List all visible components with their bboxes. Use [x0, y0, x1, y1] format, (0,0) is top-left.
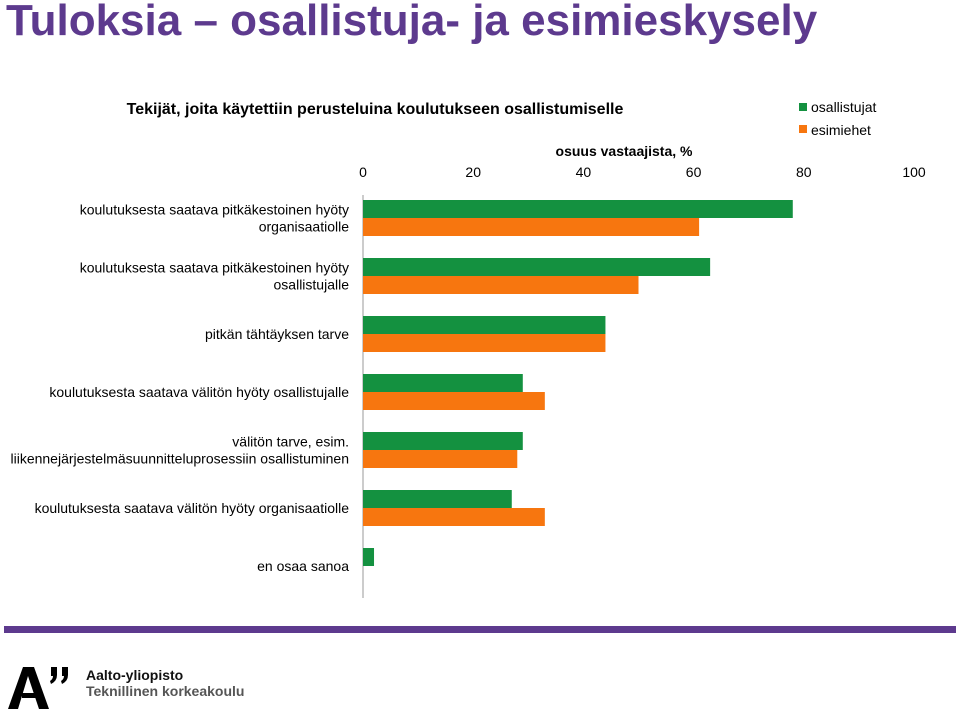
x-axis-title: osuus vastaajista, % [556, 143, 694, 159]
category-labels: koulutuksesta saatava pitkäkestoinen hyö… [10, 202, 349, 575]
bar-osallistujat-5 [363, 490, 512, 508]
category-label: välitön tarve, esim. [232, 434, 349, 450]
bar-esimiehet-1 [363, 276, 639, 294]
x-tick-label: 60 [686, 164, 702, 180]
category-label: osallistujalle [274, 277, 350, 293]
bar-osallistujat-1 [363, 258, 711, 276]
bar-osallistujat-6 [363, 548, 375, 566]
category-label: koulutuksesta saatava välitön hyöty osal… [49, 384, 349, 400]
bar-esimiehet-3 [363, 392, 545, 410]
x-tick-label: 40 [576, 164, 592, 180]
chart-title: Tekijät, joita käytettiin perusteluina k… [127, 101, 624, 118]
x-axis-ticks: 0 20 40 60 80 100 [359, 164, 926, 180]
org-name: Aalto-yliopisto [86, 667, 184, 683]
bar-osallistujat-2 [363, 316, 606, 334]
category-label: en osaa sanoa [257, 558, 349, 574]
bars [363, 200, 793, 566]
category-label: koulutuksesta saatava pitkäkestoinen hyö… [80, 202, 349, 218]
category-label: koulutuksesta saatava pitkäkestoinen hyö… [80, 260, 349, 276]
category-label: liikennejärjestelmäsuunnitteluprosessiin… [10, 451, 349, 467]
bar-osallistujat-4 [363, 432, 523, 450]
bar-esimiehet-2 [363, 334, 606, 352]
legend: osallistujat esimiehet [799, 99, 876, 138]
bar-esimiehet-0 [363, 218, 700, 236]
x-tick-label: 0 [359, 164, 367, 180]
bar-osallistujat-3 [363, 374, 523, 392]
legend-swatch-osallistujat [799, 103, 807, 111]
bar-esimiehet-4 [363, 450, 518, 468]
bar-esimiehet-5 [363, 508, 545, 526]
legend-label-esimiehet: esimiehet [811, 122, 871, 138]
category-label: pitkän tähtäyksen tarve [205, 326, 349, 342]
category-label: organisaatiolle [259, 219, 349, 235]
slide-title: Tuloksia – osallistuja- ja esimieskysely [6, 0, 818, 45]
bar-chart: Tekijät, joita käytettiin perusteluina k… [10, 99, 926, 598]
x-tick-label: 100 [902, 164, 926, 180]
org-subtitle: Teknillinen korkeakoulu [86, 683, 245, 699]
bar-osallistujat-0 [363, 200, 793, 218]
x-tick-label: 80 [796, 164, 812, 180]
footer-divider [4, 626, 956, 633]
category-label: koulutuksesta saatava välitön hyöty orga… [35, 500, 350, 516]
legend-label-osallistujat: osallistujat [811, 99, 876, 115]
x-tick-label: 20 [465, 164, 481, 180]
aalto-logo-icon [8, 667, 68, 709]
legend-swatch-esimiehet [799, 125, 807, 133]
